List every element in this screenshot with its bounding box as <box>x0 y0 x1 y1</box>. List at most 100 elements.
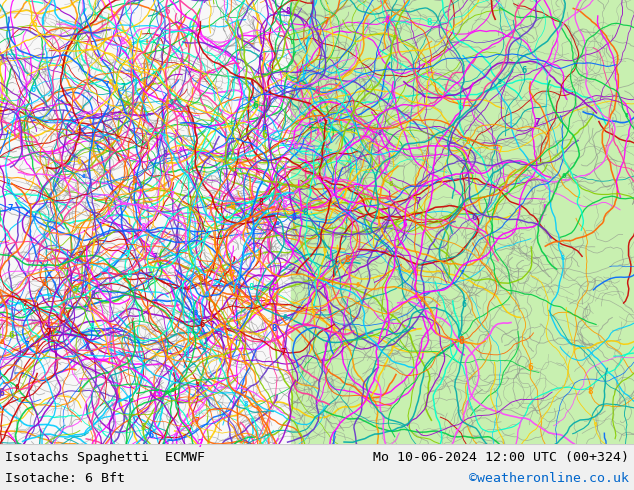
Text: 6: 6 <box>170 99 174 105</box>
Text: 6: 6 <box>0 339 4 344</box>
Text: ©weatheronline.co.uk: ©weatheronline.co.uk <box>469 472 629 485</box>
Text: 8: 8 <box>18 398 22 403</box>
Text: 6: 6 <box>113 84 119 93</box>
Text: 8: 8 <box>119 37 125 47</box>
Text: 6: 6 <box>158 389 162 398</box>
Text: 7: 7 <box>23 301 27 307</box>
Text: 8: 8 <box>41 107 45 112</box>
Text: 7: 7 <box>120 83 125 92</box>
Text: 6: 6 <box>15 384 20 390</box>
Text: 8: 8 <box>561 255 565 261</box>
Text: 6: 6 <box>32 21 37 29</box>
Text: 8: 8 <box>42 279 47 288</box>
Text: 6: 6 <box>414 294 417 298</box>
Text: 6: 6 <box>458 102 463 112</box>
Text: 6: 6 <box>261 130 267 140</box>
Text: Isotache: 6 Bft: Isotache: 6 Bft <box>5 472 125 485</box>
Text: 6: 6 <box>527 363 533 372</box>
Text: 6: 6 <box>233 171 236 177</box>
Text: 6: 6 <box>316 116 322 125</box>
Text: 7: 7 <box>168 370 172 379</box>
Text: 7: 7 <box>230 270 235 279</box>
Text: 6: 6 <box>276 221 279 226</box>
Text: 6: 6 <box>472 213 477 222</box>
Text: 8: 8 <box>179 147 182 152</box>
Text: 7: 7 <box>271 284 276 293</box>
Text: 6: 6 <box>462 300 466 309</box>
Text: 8: 8 <box>377 130 382 136</box>
Text: 8: 8 <box>516 5 520 10</box>
Text: 7: 7 <box>145 204 149 211</box>
Text: 7: 7 <box>497 147 502 155</box>
Text: 6: 6 <box>333 180 337 185</box>
Text: 6: 6 <box>81 174 85 179</box>
Text: 8: 8 <box>458 336 464 345</box>
Text: 6: 6 <box>30 85 36 94</box>
Text: 7: 7 <box>25 341 29 350</box>
Text: 8: 8 <box>21 305 27 314</box>
Text: 8: 8 <box>426 18 432 26</box>
Text: 7: 7 <box>4 192 8 197</box>
Text: Isotachs Spaghetti  ECMWF: Isotachs Spaghetti ECMWF <box>5 451 205 464</box>
Text: 8: 8 <box>108 79 112 84</box>
Text: 6: 6 <box>259 55 263 61</box>
Text: 6: 6 <box>276 335 279 341</box>
Text: 8: 8 <box>126 270 131 279</box>
Text: 8: 8 <box>302 208 307 217</box>
Text: 7: 7 <box>460 270 464 275</box>
Text: 6: 6 <box>197 274 203 283</box>
Text: 6: 6 <box>252 101 257 110</box>
Text: 8: 8 <box>141 423 146 432</box>
Text: 8: 8 <box>141 223 146 233</box>
Text: 7: 7 <box>20 122 23 127</box>
Text: 8: 8 <box>0 54 4 59</box>
Text: 8: 8 <box>229 202 235 211</box>
Text: 7: 7 <box>392 34 397 41</box>
Text: 8: 8 <box>465 137 470 146</box>
Text: 8: 8 <box>132 176 138 185</box>
Text: 6: 6 <box>76 157 81 166</box>
Text: 6: 6 <box>282 314 287 320</box>
Text: 8: 8 <box>498 79 501 85</box>
Text: 6: 6 <box>205 291 209 297</box>
Text: 6: 6 <box>521 67 526 75</box>
Text: 7: 7 <box>8 204 13 213</box>
Text: 7: 7 <box>79 387 82 392</box>
Text: 6: 6 <box>164 7 169 16</box>
Text: 8: 8 <box>163 150 168 159</box>
Text: 8: 8 <box>249 283 254 292</box>
Text: 8: 8 <box>6 179 10 188</box>
Text: 8: 8 <box>89 350 94 356</box>
Text: 6: 6 <box>0 388 4 397</box>
Text: 7: 7 <box>454 429 458 435</box>
Text: 6: 6 <box>199 320 205 329</box>
Text: 8: 8 <box>624 113 628 118</box>
Text: 7: 7 <box>152 253 157 262</box>
Bar <box>291 0 634 444</box>
Text: 7: 7 <box>323 17 328 25</box>
Text: 7: 7 <box>195 416 199 426</box>
Text: 8: 8 <box>281 200 287 211</box>
Text: 7: 7 <box>281 347 287 357</box>
Text: 8: 8 <box>259 197 264 207</box>
Text: 8: 8 <box>193 310 197 316</box>
Text: 7: 7 <box>307 189 313 197</box>
Text: 8: 8 <box>171 388 175 393</box>
Text: 8: 8 <box>179 57 184 63</box>
Text: 8: 8 <box>217 214 223 222</box>
Text: 8: 8 <box>243 401 248 407</box>
Text: 8: 8 <box>55 266 59 272</box>
Text: 8: 8 <box>344 255 350 264</box>
Text: 7: 7 <box>170 192 174 200</box>
Text: 8: 8 <box>314 86 320 96</box>
Text: 7: 7 <box>322 358 325 363</box>
Text: 7: 7 <box>534 118 540 127</box>
Text: 7: 7 <box>74 286 79 294</box>
Text: 7: 7 <box>143 252 148 258</box>
Text: 8: 8 <box>90 291 95 300</box>
Text: 8: 8 <box>129 398 133 403</box>
Text: 6: 6 <box>321 277 325 282</box>
Text: 7: 7 <box>61 65 65 70</box>
Text: 7: 7 <box>273 200 276 205</box>
Text: 7: 7 <box>415 197 421 206</box>
